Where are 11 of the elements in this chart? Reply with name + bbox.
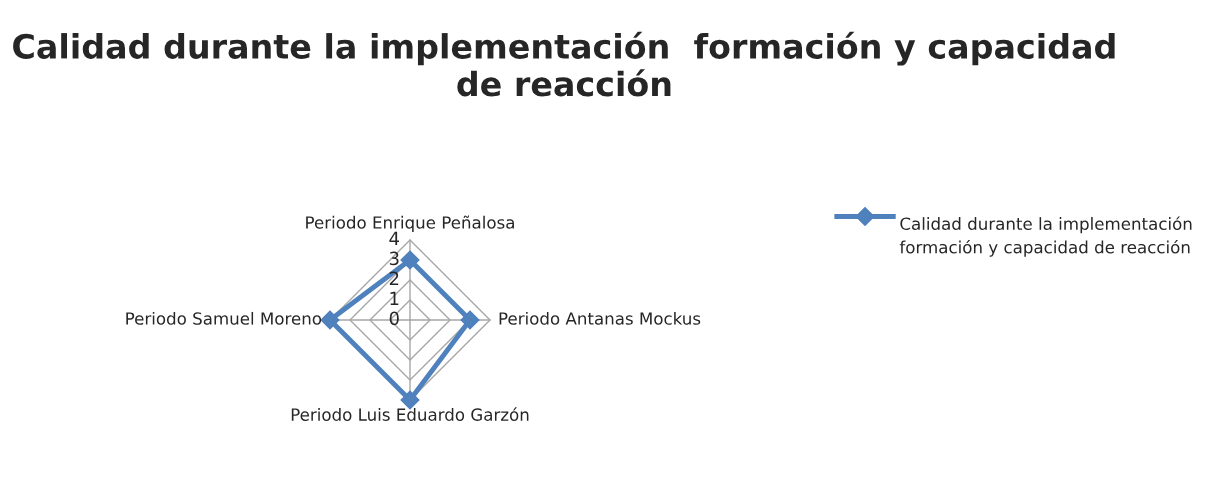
y-tick-label: 1 <box>390 291 399 305</box>
chart-title: Calidad durante la implementación formación y capacidad de reacción <box>13 31 1115 97</box>
spoke-label: Periodo Enrique Peñalosa <box>306 215 514 232</box>
spoke-label: Periodo Luis Eduardo Garzón <box>291 407 529 421</box>
legend-label: Calidad durante la implementación formación y capacidad de reacción <box>899 216 1192 257</box>
spoke-label: Periodo Samuel Moreno <box>126 311 322 325</box>
spoke-label: Periodo Antanas Mockus <box>499 311 701 325</box>
y-tick-label: 0 <box>389 311 399 326</box>
y-tick-label: 2 <box>389 271 399 285</box>
y-tick-label: 3 <box>389 251 399 266</box>
y-tick-label: 4 <box>389 231 399 245</box>
